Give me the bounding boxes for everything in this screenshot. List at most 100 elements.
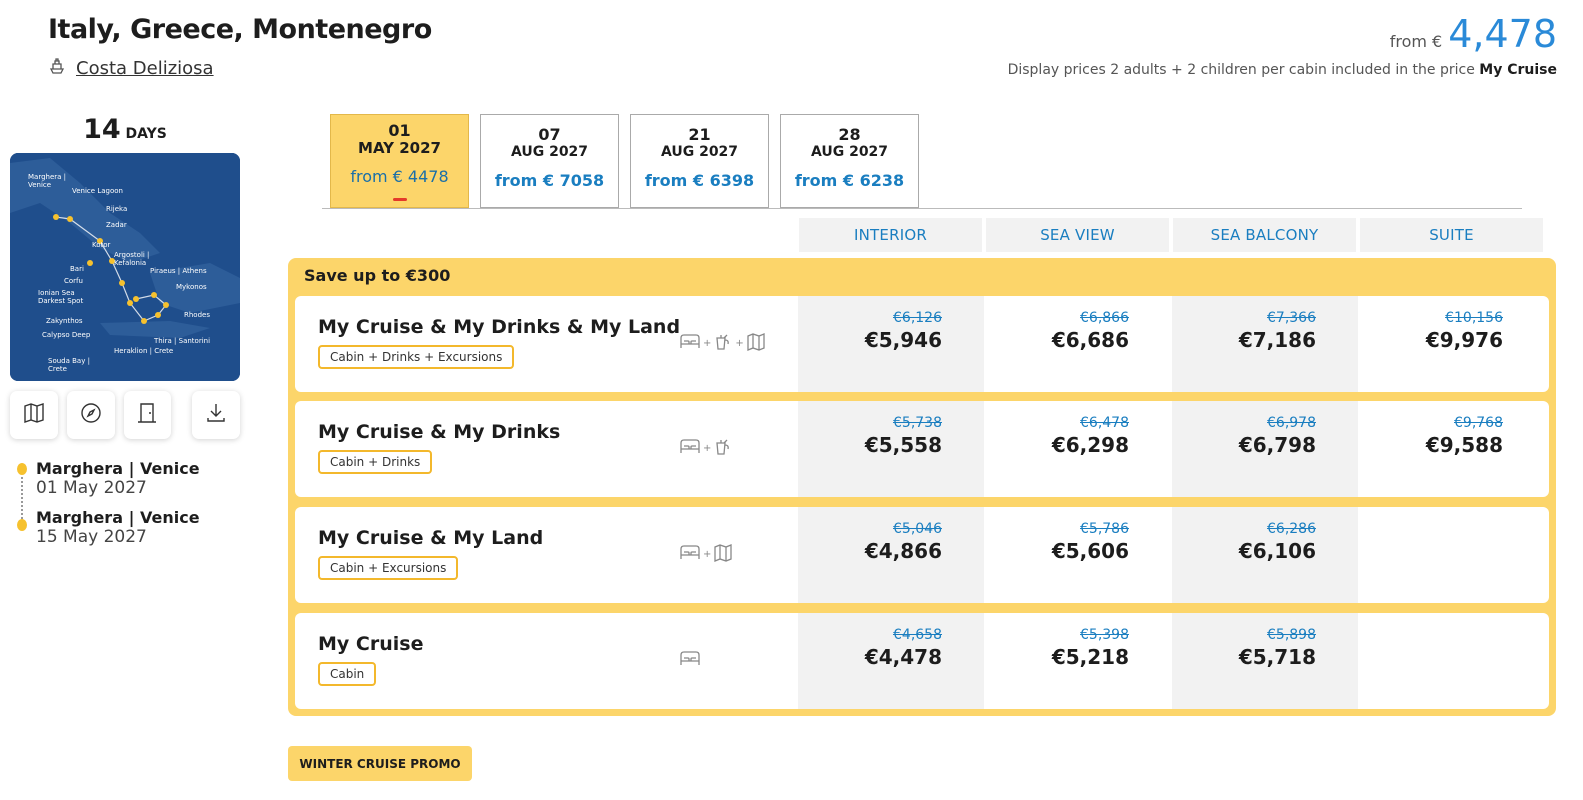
itinerary-date: 01 May 2027	[36, 478, 147, 498]
tab-day: 28	[838, 125, 861, 144]
door-button[interactable]	[123, 391, 172, 439]
original-price: €5,786	[1080, 521, 1129, 537]
package-icons: + +	[679, 332, 766, 355]
price-cell[interactable]: €4,658 €4,478	[798, 613, 984, 709]
price-cell[interactable]: €5,398 €5,218	[985, 613, 1171, 709]
discounted-price[interactable]: €9,588	[1425, 433, 1503, 457]
original-price: €5,898	[1267, 627, 1316, 643]
date-tab[interactable]: 28 AUG 2027 from € 6238	[780, 114, 919, 208]
price-cell[interactable]: €5,738 €5,558	[798, 401, 984, 497]
original-price: €7,366	[1267, 310, 1316, 326]
package-icons	[679, 649, 701, 672]
page-title: Italy, Greece, Montenegro	[48, 14, 432, 45]
plus-icon: +	[735, 338, 744, 349]
ship-link[interactable]: Costa Deliziosa	[48, 57, 432, 80]
plus-icon: +	[703, 549, 712, 560]
price-cell[interactable]: €6,978 €6,798	[1172, 401, 1358, 497]
map-label: Thira | Santorini	[154, 337, 211, 345]
bed-icon	[679, 437, 701, 460]
map-label: Souda Bay | Crete	[48, 357, 90, 373]
compass-button[interactable]	[66, 391, 115, 439]
price-cell[interactable]: €6,866 €6,686	[985, 296, 1171, 392]
date-tab[interactable]: 21 AUG 2027 from € 6398	[630, 114, 769, 208]
date-tabs: 01 MAY 2027 from € 4478 07 AUG 2027 from…	[330, 114, 919, 208]
package-tag: Cabin + Drinks + Excursions	[318, 345, 515, 369]
promo-title: Save up to €300	[304, 266, 451, 285]
package-row: My Cruise Cabin €4,658 €4,478 €5,398 €5,218 €5…	[295, 613, 1549, 709]
price-cell[interactable]: €6,478 €6,298	[985, 401, 1171, 497]
compass-icon	[79, 401, 103, 429]
tab-month: AUG 2027	[510, 144, 589, 160]
map-label: Mykonos	[176, 283, 207, 291]
winter-cruise-promo-button[interactable]: WINTER CRUISE PROMO	[288, 746, 472, 781]
price-cell[interactable]: €6,126 €5,946	[798, 296, 984, 392]
map-label: Piraeus | Athens	[150, 267, 207, 275]
discounted-price[interactable]: €5,606	[1051, 539, 1129, 563]
price-cell[interactable]: €6,286 €6,106	[1172, 507, 1358, 603]
discounted-price[interactable]: €5,946	[864, 328, 942, 352]
tab-day: 01	[388, 121, 411, 140]
discounted-price[interactable]: €4,866	[864, 539, 942, 563]
discounted-price[interactable]: €5,558	[864, 433, 942, 457]
from-price: 4,478	[1448, 12, 1557, 56]
price-cell[interactable]: €10,156 €9,976	[1359, 296, 1545, 392]
discounted-price[interactable]: €9,976	[1425, 328, 1503, 352]
map-button[interactable]	[10, 391, 58, 439]
price-cell[interactable]: €7,366 €7,186	[1172, 296, 1358, 392]
from-label: from €	[1389, 32, 1443, 51]
package-name: My Cruise & My Drinks	[318, 421, 561, 443]
original-price: €5,046	[893, 521, 942, 537]
date-tab[interactable]: 07 AUG 2027 from € 7058	[480, 114, 619, 208]
display-note-text: Display prices 2 adults + 2 children per…	[1007, 62, 1475, 78]
tab-day: 21	[688, 125, 711, 144]
map-label: Corfu	[64, 277, 83, 285]
map-label: Rhodes	[184, 311, 210, 319]
original-price: €6,126	[893, 310, 942, 326]
header-right: from € 4,478 Display prices 2 adults + 2…	[1008, 12, 1557, 78]
itinerary-date: 15 May 2027	[36, 527, 147, 547]
active-tab-indicator	[393, 198, 407, 201]
package-row: My Cruise & My Drinks Cabin + Drinks + €5,7…	[295, 401, 1549, 497]
original-price: €4,658	[893, 627, 942, 643]
discounted-price[interactable]: €5,218	[1051, 645, 1129, 669]
discounted-price[interactable]: €4,478	[864, 645, 942, 669]
discounted-price[interactable]: €5,718	[1238, 645, 1316, 669]
days-number: 14	[83, 114, 121, 145]
date-tab[interactable]: 01 MAY 2027 from € 4478	[330, 114, 469, 208]
discounted-price[interactable]: €7,186	[1238, 328, 1316, 352]
column-header-sea-view: SEA VIEW	[986, 218, 1169, 252]
discounted-price[interactable]: €6,298	[1051, 433, 1129, 457]
price-cell[interactable]: €5,046 €4,866	[798, 507, 984, 603]
package-row: My Cruise & My Land Cabin + Excursions + €5…	[295, 507, 1549, 603]
package-icons: +	[679, 437, 733, 460]
price-cell[interactable]: €5,898 €5,718	[1172, 613, 1358, 709]
download-button[interactable]	[192, 391, 240, 439]
map-icon	[713, 543, 733, 566]
bed-icon	[679, 332, 701, 355]
left-column: 14 DAYS Marghera | Venice Venice Lagoon Ri…	[10, 114, 240, 557]
original-price: €6,978	[1267, 415, 1316, 431]
package-tag: Cabin + Excursions	[318, 556, 459, 580]
itinerary-port: Marghera | Venice	[36, 508, 200, 527]
map-icon	[746, 332, 766, 355]
map-label: Zakynthos	[46, 317, 83, 325]
door-icon	[135, 401, 159, 429]
ship-name[interactable]: Costa Deliziosa	[76, 58, 214, 79]
bed-icon	[679, 543, 701, 566]
map-label: Zadar	[106, 221, 127, 229]
discounted-price[interactable]: €6,106	[1238, 539, 1316, 563]
package-name: My Cruise	[318, 633, 424, 655]
price-cell[interactable]: €5,786 €5,606	[985, 507, 1171, 603]
route-map[interactable]: Marghera | Venice Venice Lagoon Rijeka Zada…	[10, 153, 240, 381]
duration: 14 DAYS	[10, 114, 240, 145]
original-price: €5,738	[893, 415, 942, 431]
discounted-price[interactable]: €6,798	[1238, 433, 1316, 457]
tab-month: AUG 2027	[660, 144, 739, 160]
discounted-price[interactable]: €6,686	[1051, 328, 1129, 352]
display-note-bold: My Cruise	[1479, 62, 1557, 78]
itinerary-port: Marghera | Venice	[36, 459, 200, 478]
tab-from-price: from € 6238	[794, 171, 905, 190]
price-cell[interactable]: €9,768 €9,588	[1359, 401, 1545, 497]
price-cell	[1359, 507, 1545, 603]
cabin-column-headers: INTERIOR SEA VIEW SEA BALCONY SUITE	[799, 218, 1543, 252]
